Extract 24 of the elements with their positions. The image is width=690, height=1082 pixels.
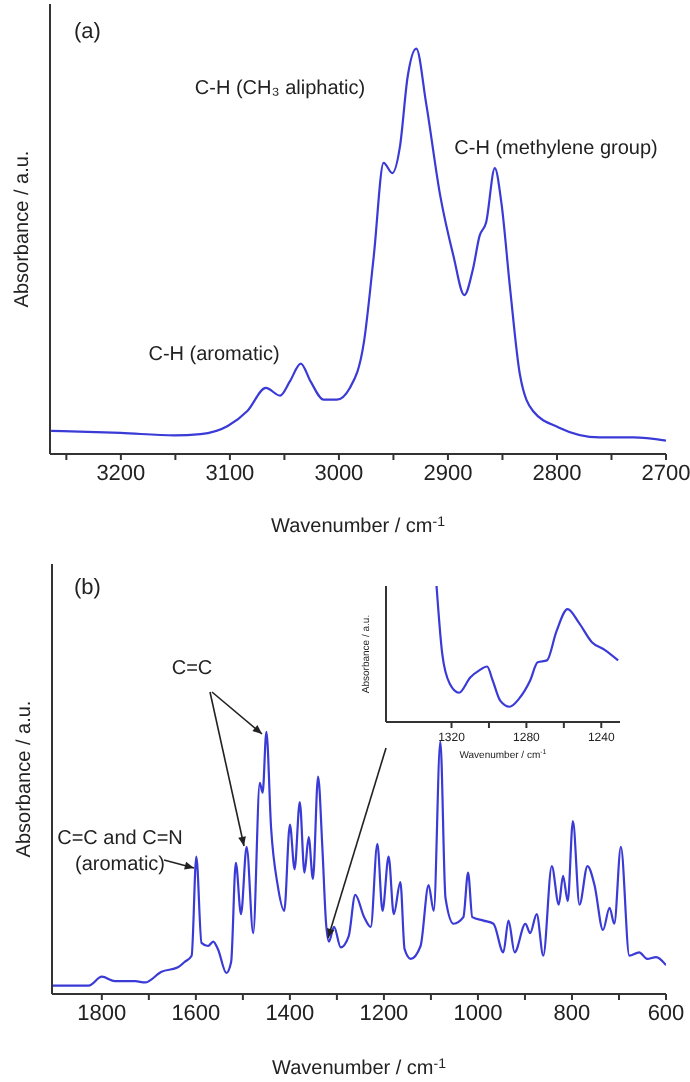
x-tick-label: 2800 (532, 461, 582, 486)
x-tick-label: 2700 (641, 461, 690, 486)
x-tick-label: 3000 (314, 461, 364, 486)
x-tick-label: 1200 (359, 1001, 409, 1026)
x-tick-label: 3200 (96, 461, 146, 486)
text: C=C (171, 658, 213, 680)
x-tick-label: 800 (553, 1001, 591, 1026)
x-tick-label: 1600 (171, 1001, 221, 1026)
chart-title: (a) (74, 20, 101, 44)
x-tick-label: 1000 (453, 1001, 503, 1026)
annotation: C-H (methylene group) (454, 138, 658, 160)
x-tick-label: 600 (647, 1001, 685, 1026)
x-axis-title: Wavenumber / cm$^{-1}$ (272, 1057, 447, 1080)
x-tick-label: 2900 (423, 461, 473, 486)
x-tick-label: 3100 (205, 461, 255, 486)
x-axis-title: Wavenumber / cm$^{-1}$ (271, 515, 446, 538)
annotation: C-H (CH₃ aliphatic) (194, 78, 366, 100)
y-axis-title: Absorbance / a.u. (14, 700, 36, 858)
annotation: C=C and C=N (aromatic) (57, 828, 183, 876)
x-tick-label: 1400 (265, 1001, 315, 1026)
y-axis-title: Absorbance / a.u. (12, 150, 34, 308)
x-tick-label: 1800 (77, 1001, 127, 1026)
chart-title: (b) (74, 576, 101, 600)
annotation: C-H (aromatic) (148, 344, 280, 366)
